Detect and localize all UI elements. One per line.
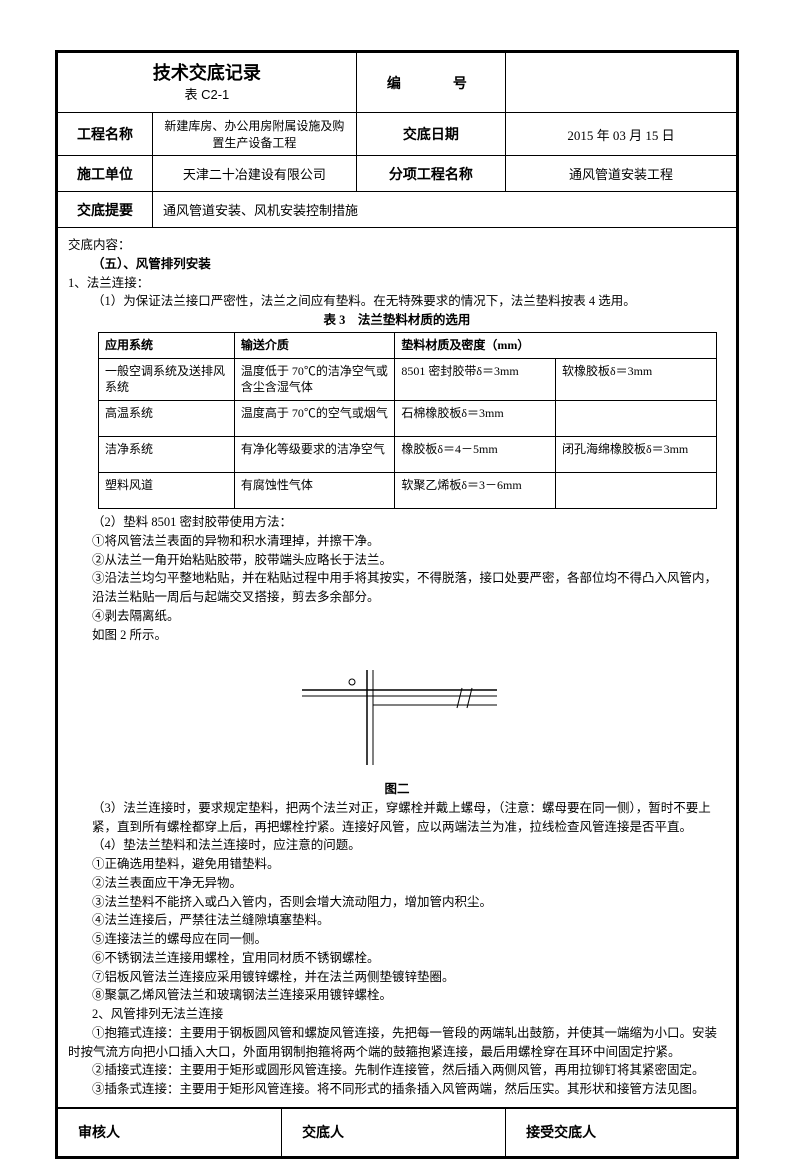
p1-1-4b: ②法兰表面应干净无异物。 <box>68 874 726 893</box>
p2-3: ③插条式连接：主要用于矩形风管连接。将不同形式的插条插入风管两端，然后压实。其形… <box>68 1080 726 1099</box>
footer-table: 审核人 交底人 接受交底人 <box>57 1108 737 1157</box>
footer-reviewer: 审核人 <box>58 1108 282 1156</box>
t3-r2c3: 闭孔海绵橡胶板δ＝3mm <box>555 437 716 473</box>
doc-subtitle: 表 C2-1 <box>64 86 350 104</box>
p1-1-4: （4）垫法兰垫料和法兰连接时，应注意的问题。 <box>68 836 726 855</box>
t3-col1: 输送介质 <box>234 332 395 358</box>
figure-2-diagram <box>68 660 726 776</box>
p1-1-4c: ③法兰垫料不能挤入或凸入管内，否则会增大流动阻力，增加管内积尘。 <box>68 893 726 912</box>
p2: 2、风管排列无法兰连接 <box>68 1005 726 1024</box>
p1-1-4f: ⑥不锈钢法兰连接用螺栓，宜用同材质不锈钢螺栓。 <box>68 949 726 968</box>
t3-r3c2: 软聚乙烯板δ＝3－6mm <box>395 473 556 509</box>
content-heading: 交底内容： <box>68 236 726 255</box>
unit-label: 施工单位 <box>58 156 153 192</box>
p1-1-2b: ②从法兰一角开始粘贴胶带，胶带端头应略长于法兰。 <box>68 551 726 570</box>
footer-receiver: 接受交底人 <box>506 1108 737 1156</box>
doc-title: 技术交底记录 <box>153 63 261 83</box>
t3-r3c1: 有腐蚀性气体 <box>234 473 395 509</box>
number-label: 编 号 <box>356 53 505 113</box>
p1-1-4h: ⑧聚氯乙烯风管法兰和玻璃钢法兰连接采用镀锌螺栓。 <box>68 986 726 1005</box>
t3-r1c2: 石棉橡胶板δ＝3mm <box>395 401 556 437</box>
p1-1-4a: ①正确选用垫料，避免用错垫料。 <box>68 855 726 874</box>
t3-r2c1: 有净化等级要求的洁净空气 <box>234 437 395 473</box>
p2-1: ①抱箍式连接：主要用于钢板圆风管和螺旋风管连接，先把每一管段的两端轧出鼓筋，并使… <box>68 1024 726 1062</box>
summary-label: 交底提要 <box>58 192 153 228</box>
number-value <box>506 53 737 113</box>
date-value: 2015 年 03 月 15 日 <box>506 113 737 156</box>
section5-title: （五）、风管排列安装 <box>68 255 726 274</box>
p1-1-2: （2）垫料 8501 密封胶带使用方法： <box>68 513 726 532</box>
content-cell: 交底内容： （五）、风管排列安装 1、法兰连接： （1）为保证法兰接口严密性，法… <box>58 228 737 1108</box>
p1-1-4e: ⑤连接法兰的螺母应在同一侧。 <box>68 930 726 949</box>
t3-r1c1: 温度高于 70℃的空气或烟气 <box>234 401 395 437</box>
t3-col0: 应用系统 <box>99 332 235 358</box>
date-label: 交底日期 <box>356 113 505 156</box>
t3-r3c3 <box>555 473 716 509</box>
unit-value: 天津二十冶建设有限公司 <box>153 156 357 192</box>
doc-title-cell: 技术交底记录 表 C2-1 <box>58 53 357 113</box>
p1-1-4d: ④法兰连接后，严禁往法兰缝隙填塞垫料。 <box>68 911 726 930</box>
p1-1-2c: ③沿法兰均匀平整地粘贴，并在粘贴过程中用手将其按实，不得脱落，接口处要严密，各部… <box>68 569 726 607</box>
t3-r0c1: 温度低于 70℃的洁净空气或含尘含湿气体 <box>234 358 395 401</box>
p2-2: ②插接式连接：主要用于矩形或圆形风管连接。先制作连接管，然后插入两侧风管，再用拉… <box>68 1061 726 1080</box>
t3-r1c0: 高温系统 <box>99 401 235 437</box>
p1-1-3: （3）法兰连接时，要求规定垫料，把两个法兰对正，穿螺栓并戴上螺母，（注意：螺母要… <box>68 799 726 837</box>
project-name-value: 新建库房、办公用房附属设施及购置生产设备工程 <box>153 113 357 156</box>
t3-r2c0: 洁净系统 <box>99 437 235 473</box>
p1-1-4g: ⑦铝板风管法兰连接应采用镀锌螺栓，并在法兰两侧垫镀锌垫圈。 <box>68 968 726 987</box>
t3-r2c2: 橡胶板δ＝4－5mm <box>395 437 556 473</box>
fig2-caption: 图二 <box>68 780 726 799</box>
p1-1: 1、法兰连接： <box>68 274 726 293</box>
table3: 应用系统 输送介质 垫料材质及密度（mm） 一般空调系统及送排风系统 温度低于 … <box>98 332 717 509</box>
summary-value: 通风管道安装、风机安装控制措施 <box>153 192 737 228</box>
p1-1-2d: ④剥去隔离纸。 <box>68 607 726 626</box>
footer-presenter: 交底人 <box>282 1108 506 1156</box>
table3-caption: 表 3 法兰垫料材质的选用 <box>68 311 726 330</box>
p1-1-1: （1）为保证法兰接口严密性，法兰之间应有垫料。在无特殊要求的情况下，法兰垫料按表… <box>68 292 726 311</box>
t3-r3c0: 塑料风道 <box>99 473 235 509</box>
p1-1-2a: ①将风管法兰表面的异物和积水清理掉，并擦干净。 <box>68 532 726 551</box>
t3-r0c3: 软橡胶板δ＝3mm <box>555 358 716 401</box>
flange-diagram-svg <box>287 660 507 770</box>
header-table: 技术交底记录 表 C2-1 编 号 工程名称 新建库房、办公用房附属设施及购置生… <box>57 52 737 1108</box>
subproject-label: 分项工程名称 <box>356 156 505 192</box>
t3-col2: 垫料材质及密度（mm） <box>395 332 716 358</box>
t3-r0c2: 8501 密封胶带δ＝3mm <box>395 358 556 401</box>
t3-r1c3 <box>555 401 716 437</box>
p1-1-2e: 如图 2 所示。 <box>68 626 726 645</box>
t3-r0c0: 一般空调系统及送排风系统 <box>99 358 235 401</box>
subproject-value: 通风管道安装工程 <box>506 156 737 192</box>
project-name-label: 工程名称 <box>58 113 153 156</box>
